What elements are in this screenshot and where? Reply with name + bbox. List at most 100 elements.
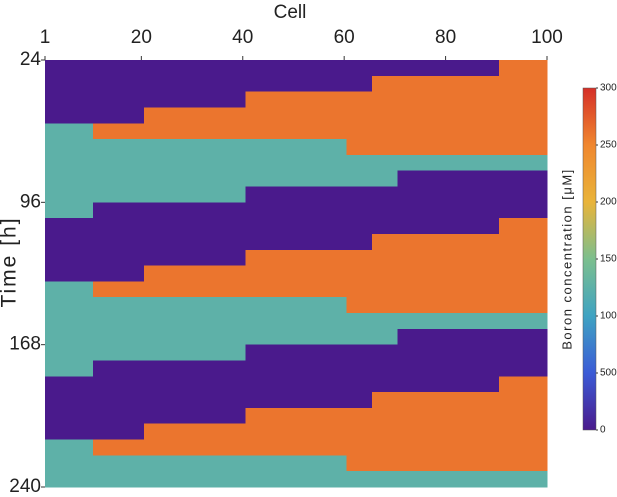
heatmap-cell xyxy=(321,107,348,124)
heatmap-cell xyxy=(422,313,449,330)
heatmap-cell xyxy=(45,202,69,219)
heatmap-cell xyxy=(219,392,246,409)
heatmap-cell xyxy=(372,249,398,267)
heatmap-cell xyxy=(118,139,145,156)
heatmap-cell xyxy=(169,471,196,488)
heatmap-cell xyxy=(118,376,145,393)
heatmap-cell xyxy=(194,344,221,361)
heatmap-cell xyxy=(245,313,272,330)
heatmap-cell xyxy=(346,218,373,235)
heatmap-cell xyxy=(219,154,246,172)
heatmap-cell xyxy=(397,376,424,393)
heatmap-cell xyxy=(45,249,69,267)
heatmap-cell xyxy=(372,439,398,456)
heatmap-cell xyxy=(143,407,170,425)
heatmap-cell xyxy=(270,439,297,456)
heatmap-cell xyxy=(143,281,170,298)
heatmap-cell xyxy=(93,202,120,219)
heatmap-cell xyxy=(45,91,69,108)
heatmap-cell xyxy=(219,360,246,377)
heatmap-cell xyxy=(67,281,94,298)
heatmap-cell xyxy=(422,60,449,77)
heatmap-cell xyxy=(448,249,474,267)
heatmap-cell xyxy=(67,360,94,377)
heatmap-cell xyxy=(194,139,221,156)
heatmap-cell xyxy=(219,233,246,251)
heatmap-cell xyxy=(194,91,221,108)
heatmap-cell xyxy=(473,455,500,472)
heatmap-cell xyxy=(448,107,474,124)
heatmap-cell xyxy=(93,91,120,108)
heatmap-cell xyxy=(45,265,69,282)
heatmap-cell xyxy=(524,407,548,425)
heatmap-cell xyxy=(245,439,272,456)
heatmap-cell xyxy=(245,249,272,267)
heatmap-cell xyxy=(498,328,525,346)
heatmap-cell xyxy=(194,202,221,219)
heatmap-cell xyxy=(372,186,398,203)
heatmap-cell xyxy=(67,455,94,472)
heatmap-cell xyxy=(143,170,170,188)
heatmap-cell xyxy=(67,91,94,108)
heatmap-cell xyxy=(448,202,474,219)
heatmap-cell xyxy=(448,455,474,472)
heatmap-cell xyxy=(270,60,297,77)
heatmap-cell xyxy=(346,328,373,346)
heatmap-cell xyxy=(346,407,373,425)
heatmap-cell xyxy=(524,423,548,441)
heatmap-cell xyxy=(397,281,424,298)
heatmap-cell xyxy=(245,60,272,77)
heatmap-cell xyxy=(143,249,170,267)
heatmap-cell xyxy=(118,344,145,361)
heatmap-cell xyxy=(245,407,272,425)
heatmap-cell xyxy=(346,392,373,409)
heatmap-cell xyxy=(93,170,120,188)
heatmap-cell xyxy=(118,423,145,441)
heatmap-cell xyxy=(270,407,297,425)
heatmap-cell xyxy=(346,265,373,282)
heatmap-cell xyxy=(194,376,221,393)
heatmap-cell xyxy=(194,471,221,488)
heatmap-cell xyxy=(346,297,373,314)
heatmap-cell xyxy=(296,91,322,108)
x-tick-label: 100 xyxy=(531,27,563,48)
heatmap-cell xyxy=(270,218,297,235)
heatmap-cell xyxy=(270,360,297,377)
heatmap-cell xyxy=(45,471,69,488)
heatmap-cell xyxy=(169,218,196,235)
heatmap-cell xyxy=(473,376,500,393)
heatmap-cell xyxy=(93,423,120,441)
heatmap-cell xyxy=(118,439,145,456)
heatmap-cell xyxy=(93,139,120,156)
heatmap-cell xyxy=(448,313,474,330)
heatmap-cell xyxy=(524,60,548,77)
x-tick-label: 1 xyxy=(40,27,51,48)
heatmap-cell xyxy=(67,233,94,251)
heatmap-cell xyxy=(524,91,548,108)
heatmap-cell xyxy=(346,139,373,156)
heatmap-cell xyxy=(498,455,525,472)
heatmap-cell xyxy=(143,471,170,488)
heatmap-cell xyxy=(169,439,196,456)
heatmap-cell xyxy=(321,392,348,409)
heatmap-cell xyxy=(93,281,120,298)
heatmap-cell xyxy=(45,107,69,124)
heatmap-cell xyxy=(219,170,246,188)
heatmap-cell xyxy=(473,360,500,377)
heatmap-cell xyxy=(296,202,322,219)
heatmap-cell xyxy=(422,344,449,361)
heatmap-cell xyxy=(93,249,120,267)
heatmap-cell xyxy=(169,233,196,251)
heatmap-cell xyxy=(270,265,297,282)
heatmap-cell xyxy=(397,328,424,346)
heatmap-cell xyxy=(118,60,145,77)
heatmap-cell xyxy=(118,91,145,108)
heatmap-cell xyxy=(524,75,548,93)
heatmap-cell xyxy=(473,170,500,188)
heatmap-cell xyxy=(448,376,474,393)
heatmap-cell xyxy=(498,360,525,377)
heatmap-cell xyxy=(118,392,145,409)
heatmap-cell xyxy=(219,75,246,93)
heatmap-cell xyxy=(194,60,221,77)
heatmap-cell xyxy=(45,455,69,472)
